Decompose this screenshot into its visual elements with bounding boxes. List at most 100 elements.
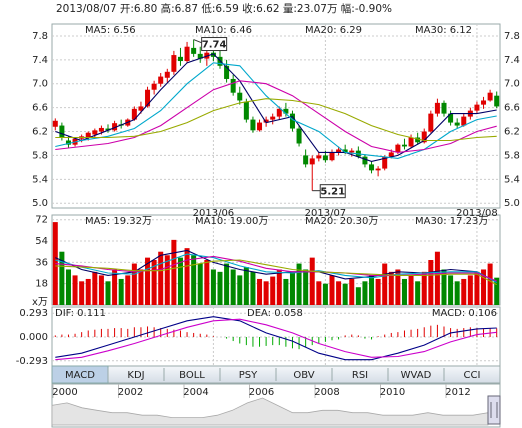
x-tick-label: 2013/07 [305, 208, 347, 219]
candle-body [434, 102, 440, 114]
year-label: 2006 [249, 387, 274, 398]
volume-bar [138, 269, 144, 305]
year-label: 2002 [118, 387, 143, 398]
candle-body [296, 128, 302, 144]
volume-bar [98, 275, 104, 305]
candle-body [158, 76, 164, 84]
candle-body [448, 113, 454, 123]
candle-body [336, 149, 342, 153]
volume-bar [448, 275, 454, 305]
ma-line [55, 318, 497, 361]
volume-frame [51, 214, 501, 306]
tab[interactable]: PSY [239, 370, 258, 381]
candle-body [388, 152, 394, 157]
tab[interactable]: RSI [352, 370, 368, 381]
volume-bar [230, 269, 236, 305]
volume-bar [303, 269, 309, 305]
year-label: 2004 [183, 387, 208, 398]
volume-bar [481, 269, 487, 305]
candle-body [52, 120, 58, 127]
candle-body [349, 150, 355, 153]
tab[interactable]: BOLL [179, 370, 205, 381]
candle-body [210, 52, 216, 57]
candle-body [250, 119, 256, 131]
y-tick-label: 72 [35, 215, 48, 226]
volume-bar [415, 281, 421, 305]
candle-body [481, 100, 487, 105]
volume-bar [382, 263, 388, 305]
volume-bar [158, 251, 164, 305]
candle-body [303, 155, 309, 165]
legend-entry: MA10: 19.00万 [195, 216, 268, 227]
y-tick-label-right: 7.4 [504, 55, 520, 66]
ma-line [55, 255, 497, 282]
candle-body [342, 149, 348, 153]
candle-body [171, 55, 177, 72]
legend-entry: MA30: 6.12 [415, 25, 472, 36]
candle-body [421, 131, 427, 143]
volume-bar [72, 275, 78, 305]
tab[interactable]: KDJ [127, 370, 144, 381]
candle-body [369, 164, 375, 171]
annotation: 7.74 [202, 40, 227, 51]
volume-bar [434, 251, 440, 305]
volume-bar [171, 239, 177, 305]
tab[interactable]: CCI [464, 370, 481, 381]
tab[interactable]: OBV [293, 370, 314, 381]
volume-bar [388, 271, 394, 305]
legend-entry: MA20: 20.30万 [305, 216, 378, 227]
volume-bar [257, 278, 263, 305]
candle-body [85, 132, 91, 138]
x-tick-label: 2013/08 [456, 208, 498, 219]
candle-body [243, 101, 249, 120]
volume-bar [289, 271, 295, 305]
y-tick-label-right: 5.4 [504, 174, 520, 185]
volume-bar [395, 269, 401, 305]
candle-body [92, 130, 98, 135]
candle-body [494, 95, 500, 107]
legend-entry: DIF: 0.111 [55, 308, 106, 319]
y-tick-label: 0.293 [19, 308, 48, 319]
volume-bar [151, 260, 157, 305]
year-label: 2010 [380, 387, 405, 398]
volume-bar [125, 275, 131, 305]
candle-body [145, 89, 151, 107]
annotation-box [319, 184, 346, 199]
volume-bar [408, 275, 414, 305]
y-tick-label: 6.2 [32, 127, 48, 138]
volume-bar [316, 281, 322, 305]
y-tick-label-right: 5.8 [504, 150, 520, 161]
volume-bar [441, 269, 447, 305]
ma-line [55, 259, 497, 286]
volume-bar [369, 275, 375, 305]
volume-bar [243, 267, 249, 305]
candle-body [441, 102, 447, 114]
candle-body [65, 140, 71, 145]
tab[interactable]: WVAD [401, 370, 432, 381]
candle-body [454, 122, 460, 126]
volume-bar [329, 275, 335, 305]
volume-bar [79, 281, 85, 305]
volume-bar [454, 281, 460, 305]
overview-area [51, 397, 489, 426]
y-tick-label: 5.8 [32, 150, 48, 161]
year-label: 2000 [52, 387, 77, 398]
volume-bar [283, 278, 289, 305]
y-tick-label: 7.4 [32, 55, 48, 66]
scroll-handle[interactable] [487, 395, 501, 425]
volume-bar [217, 271, 223, 305]
volume-bar [362, 281, 368, 305]
legend-entry: MA30: 17.23万 [415, 216, 488, 227]
volume-bar [401, 278, 407, 305]
candle-body [375, 168, 381, 171]
volume-bar [237, 275, 243, 305]
volume-bar [322, 283, 328, 305]
volume-bar [375, 278, 381, 305]
y-tick-label-right: 6.2 [504, 127, 520, 138]
tab[interactable]: MACD [65, 370, 95, 381]
y-tick-label-right: 5.0 [504, 198, 520, 209]
volume-bar [177, 257, 183, 305]
volume-bar [309, 257, 315, 305]
volume-bar [349, 278, 355, 305]
candle-body [59, 125, 65, 138]
